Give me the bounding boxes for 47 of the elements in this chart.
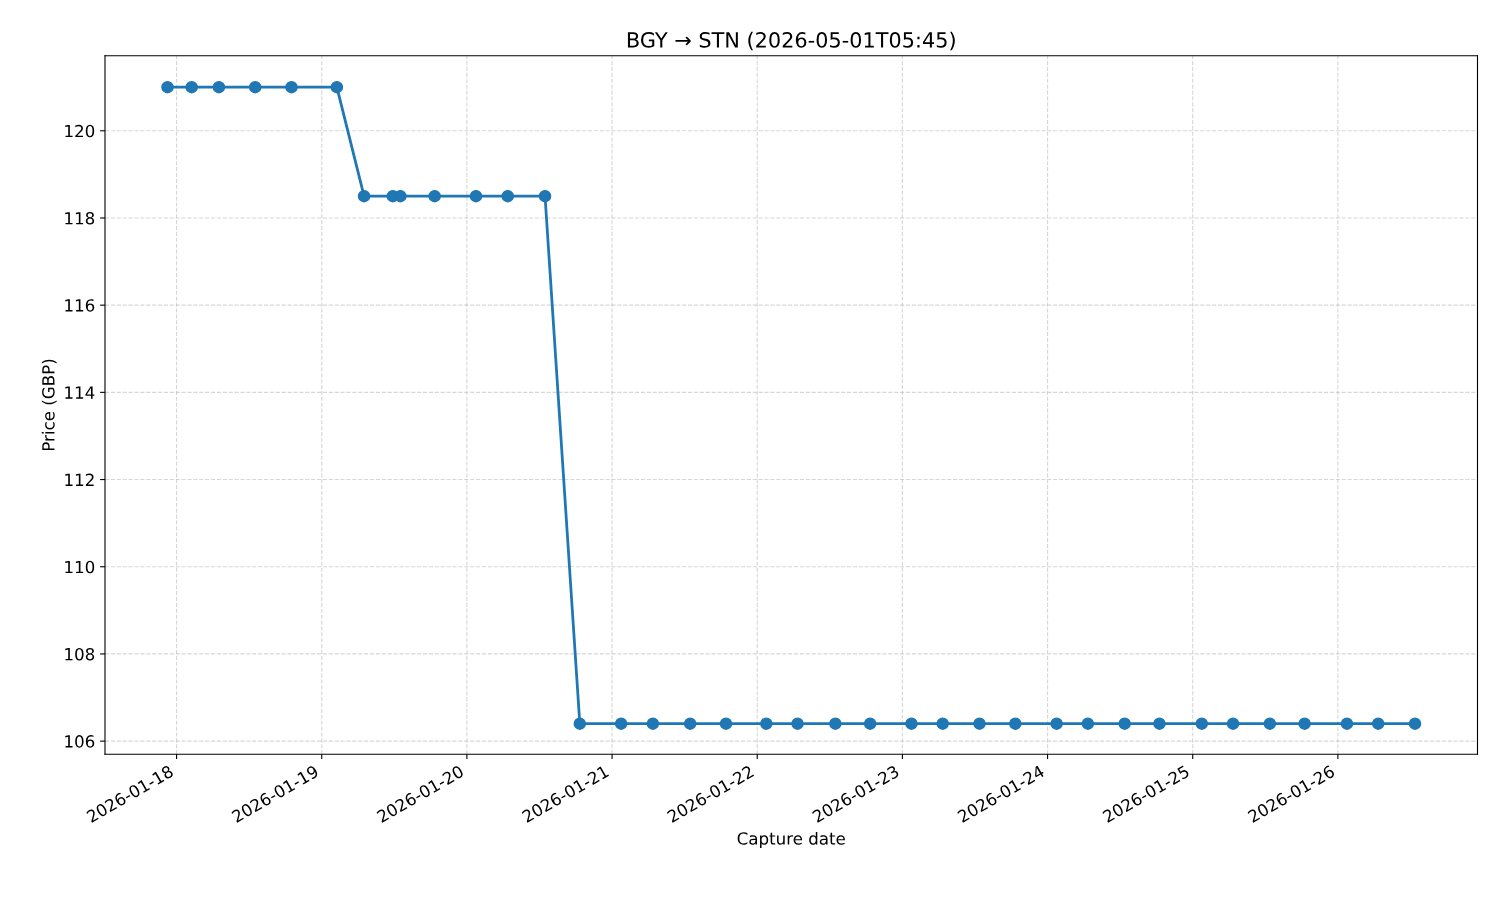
point (614, 717, 628, 730)
point (905, 717, 918, 730)
point (863, 717, 877, 730)
point (760, 717, 773, 730)
point (1408, 717, 1422, 730)
point (501, 189, 514, 203)
point (1298, 717, 1311, 730)
point (646, 717, 660, 730)
point (394, 189, 407, 203)
point (683, 717, 697, 730)
point (1118, 717, 1131, 730)
point (936, 717, 949, 730)
point (285, 80, 298, 94)
point (1371, 717, 1385, 730)
point (185, 80, 198, 94)
point (538, 189, 552, 203)
point (1153, 717, 1166, 730)
y-tick-label: 120 (65, 124, 95, 138)
point (428, 189, 441, 203)
point (1009, 717, 1022, 730)
point (1263, 717, 1277, 730)
y-tick-label: 108 (65, 647, 95, 661)
point (330, 80, 344, 94)
point (1195, 717, 1209, 730)
point (469, 189, 483, 203)
point (212, 80, 226, 94)
y-tick-label: 112 (65, 473, 94, 486)
y-axis-title: Price (GBP) (41, 359, 57, 451)
point (973, 717, 986, 730)
point (1050, 717, 1063, 730)
y-tick-label: 110 (65, 560, 95, 574)
point (248, 80, 262, 94)
x-axis-title: Capture date (737, 831, 845, 849)
y-tick-label: 118 (65, 211, 95, 225)
point (573, 717, 587, 730)
y-tick-label: 114 (65, 386, 95, 399)
point (1340, 717, 1354, 730)
point (1226, 717, 1240, 730)
chart-title: BGY → STN (2026-05-01T05:45) (627, 31, 955, 51)
y-tick-label: 106 (65, 735, 95, 748)
point (719, 717, 733, 730)
point (829, 717, 842, 730)
point (1081, 717, 1095, 730)
y-tick-label: 116 (65, 299, 95, 312)
point (357, 189, 371, 203)
point (161, 80, 174, 94)
point (791, 717, 804, 730)
